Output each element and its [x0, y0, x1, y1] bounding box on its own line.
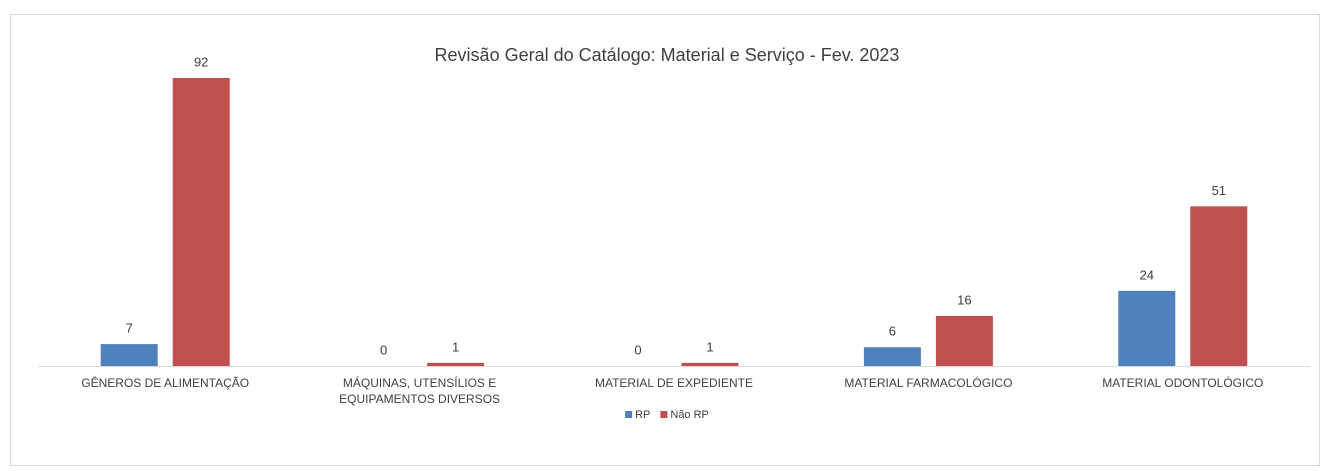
bar [172, 78, 230, 366]
chart-title: Revisão Geral do Catálogo: Material e Se… [435, 45, 900, 65]
data-label: 6 [889, 324, 896, 339]
bar [863, 347, 921, 366]
bar [681, 362, 739, 366]
bar [100, 344, 158, 366]
data-label: 24 [1140, 267, 1154, 282]
legend-swatch [660, 411, 668, 418]
bar [935, 315, 993, 366]
data-label: 92 [194, 54, 208, 69]
x-tick-label: MATERIAL DE EXPEDIENTE [594, 376, 754, 390]
legend: RP Não RP [625, 409, 709, 421]
bar [1190, 206, 1248, 366]
x-tick-label: MATERIAL ODONTOLÓGICO [1102, 376, 1264, 390]
data-label: 51 [1212, 183, 1226, 198]
data-label: 1 [706, 339, 713, 354]
legend-swatch [625, 411, 633, 418]
data-label: 16 [957, 292, 971, 307]
data-label: 1 [452, 339, 459, 354]
legend-label: RP [635, 409, 650, 421]
x-tick-label-box: MATERIAL DE EXPEDIENTE [594, 376, 754, 390]
legend-label: Não RP [670, 409, 709, 421]
data-label: 7 [126, 321, 133, 336]
x-tick-label: GÊNEROS DE ALIMENTAÇÃO [81, 376, 250, 390]
x-tick-label: MATERIAL FARMACOLÓGICO [844, 376, 1013, 390]
x-tick-label-box: MÁQUINAS, UTENSÍLIOS E EQUIPAMENTOS DIVE… [339, 376, 501, 406]
bar [427, 362, 485, 366]
data-label: 0 [634, 342, 641, 357]
bar [1118, 290, 1176, 366]
x-tick-label-box: GÊNEROS DE ALIMENTAÇÃO [81, 376, 250, 390]
x-tick-label-box: MATERIAL ODONTOLÓGICO [1102, 376, 1264, 390]
x-tick-label-box: MATERIAL FARMACOLÓGICO [844, 376, 1013, 390]
data-label: 0 [380, 342, 387, 357]
x-tick-label: MÁQUINAS, UTENSÍLIOS E EQUIPAMENTOS DIVE… [339, 376, 501, 406]
